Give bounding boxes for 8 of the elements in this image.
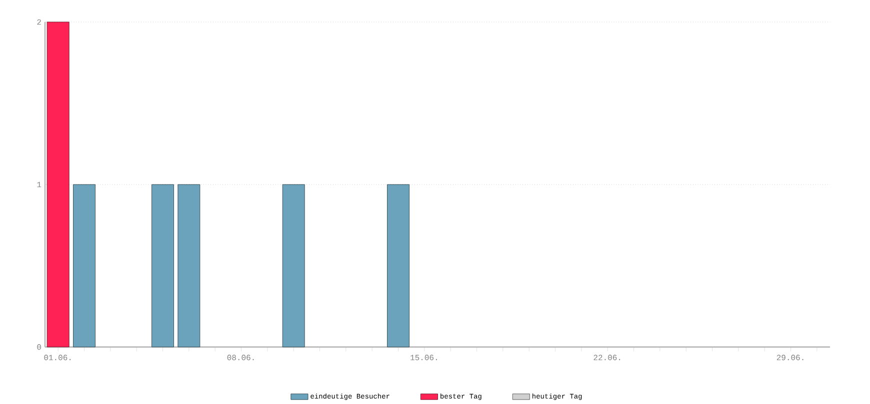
x-tick-label: 15.06. xyxy=(410,354,437,360)
x-tick-label: 29.06. xyxy=(776,354,804,360)
x-tick-label: 08.06. xyxy=(227,354,254,360)
x-tick-label: 01.06. xyxy=(44,354,71,360)
y-tick-label: 1 xyxy=(37,182,42,188)
y-tick-label: 0 xyxy=(37,344,41,350)
y-tick-label: 2 xyxy=(37,19,41,25)
x-tick-label: 22.06. xyxy=(594,354,620,360)
